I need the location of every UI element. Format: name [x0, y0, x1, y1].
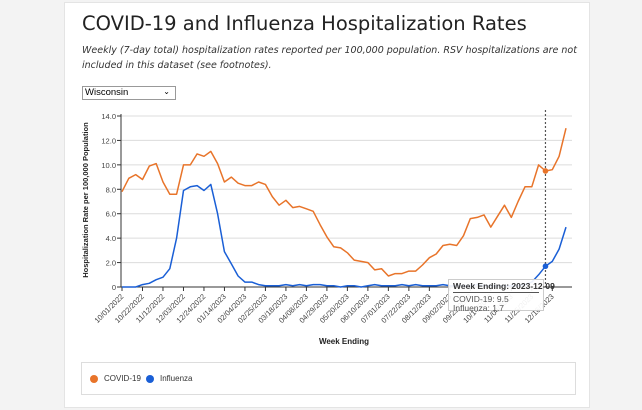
y-tick-label: 2.0: [106, 259, 116, 268]
y-tick-label: 8.0: [106, 185, 116, 194]
page-title: COVID-19 and Influenza Hospitalization R…: [82, 12, 527, 35]
tooltip-title: Week Ending: 2023-12-09: [453, 281, 555, 293]
chart-tooltip: Week Ending: 2023-12-09 COVID-19: 9.5 In…: [448, 279, 555, 313]
y-tick-label: 14.0: [101, 112, 116, 121]
chart-subtitle: Weekly (7-day total) hospitalization rat…: [82, 45, 577, 71]
legend-covid-dot-icon: [90, 374, 98, 383]
series-line-covid-19: [121, 128, 567, 277]
legend-influenza-dot-icon: [146, 374, 154, 383]
series-line-influenza: [122, 183, 567, 288]
state-select-value: Wisconsin: [85, 87, 129, 98]
highlight-point-covid-19: [542, 168, 549, 174]
state-select[interactable]: Wisconsin ⌄: [82, 86, 176, 100]
y-axis-label: Hospitalization Rate per 100,000 Populat…: [81, 122, 90, 278]
y-tick-label: 12.0: [101, 136, 116, 145]
chart-card: [64, 2, 590, 408]
x-axis-label: Week Ending: [319, 337, 369, 346]
tooltip-influenza-value: Influenza: 1.7: [453, 303, 505, 313]
legend-item-covid[interactable]: COVID-19: [90, 374, 141, 383]
y-tick-label: 0: [112, 283, 116, 292]
legend-influenza-label: Influenza: [160, 374, 193, 383]
highlight-point-influenza: [542, 263, 549, 270]
y-tick-label: 6.0: [106, 210, 116, 219]
chart-legend: COVID-19 Influenza: [81, 362, 576, 395]
y-tick-label: 4.0: [106, 234, 116, 243]
tooltip-covid-value: COVID-19: 9.5: [453, 294, 509, 304]
legend-item-influenza[interactable]: Influenza: [146, 374, 192, 383]
y-tick-label: 10.0: [101, 161, 116, 170]
chevron-down-icon: ⌄: [163, 87, 170, 96]
legend-covid-label: COVID-19: [104, 374, 141, 383]
